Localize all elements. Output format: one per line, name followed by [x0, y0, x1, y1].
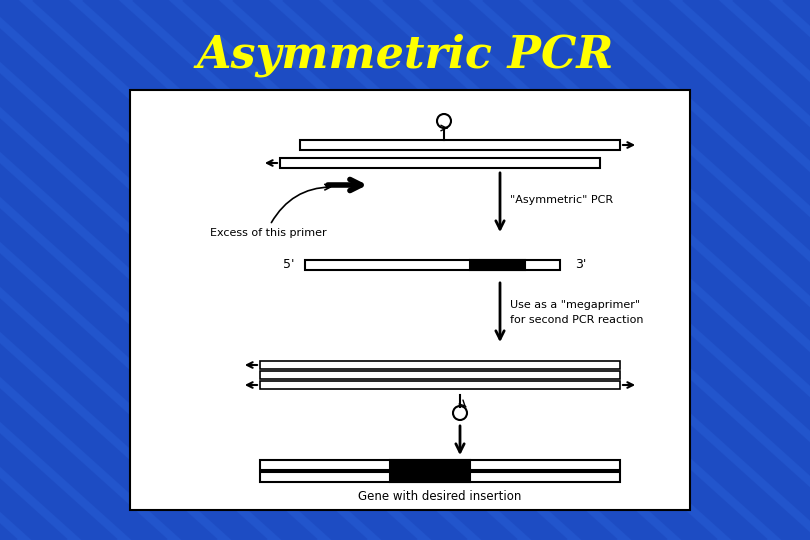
Text: "Asymmetric" PCR: "Asymmetric" PCR	[510, 195, 613, 205]
Text: Use as a "megaprimer": Use as a "megaprimer"	[510, 300, 640, 310]
Bar	[305, 260, 560, 270]
Text: 5': 5'	[284, 259, 295, 272]
Bar	[300, 140, 620, 150]
Text: Asymmetric PCR: Asymmetric PCR	[196, 33, 614, 77]
Bar	[390, 472, 470, 482]
FancyBboxPatch shape	[130, 90, 690, 510]
Bar	[260, 371, 620, 379]
Bar	[260, 381, 620, 389]
Bar	[260, 472, 620, 482]
Bar	[390, 460, 470, 470]
Text: 3': 3'	[575, 259, 586, 272]
Text: for second PCR reaction: for second PCR reaction	[510, 315, 643, 325]
Bar	[470, 260, 525, 270]
Bar	[260, 460, 620, 470]
Bar	[260, 361, 620, 369]
Text: Gene with desired insertion: Gene with desired insertion	[358, 489, 522, 503]
Text: Excess of this primer: Excess of this primer	[210, 228, 326, 238]
Bar	[280, 158, 600, 168]
